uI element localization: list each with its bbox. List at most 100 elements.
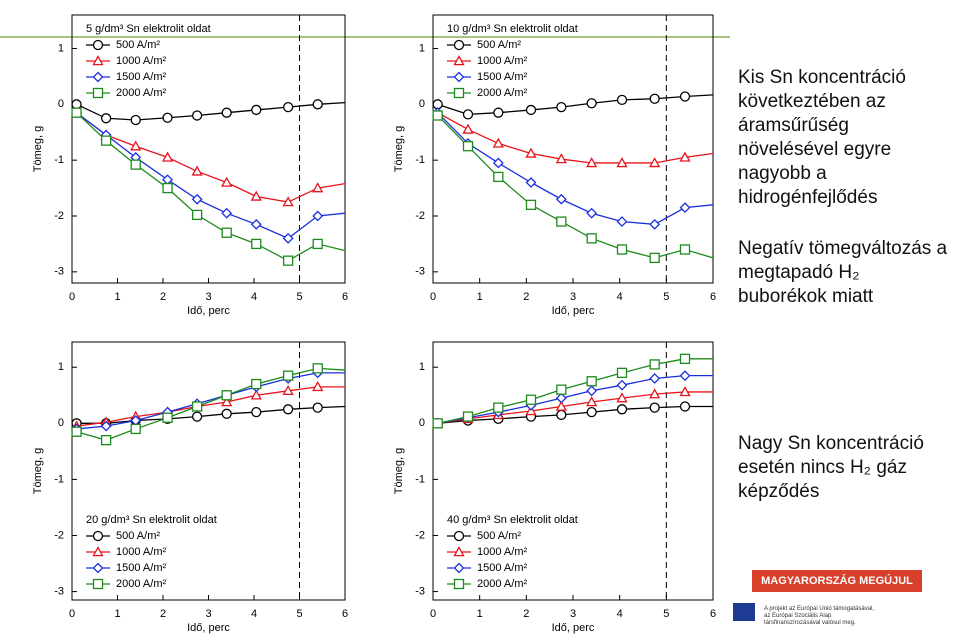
series-line	[76, 405, 346, 424]
x-tick-label: 0	[430, 608, 436, 620]
data-point	[162, 174, 173, 186]
footer-line: az Európai Szociális Alap	[764, 613, 832, 619]
side-text: Kis Sn koncentráció következtében az ára…	[738, 67, 906, 208]
data-point	[312, 99, 323, 110]
y-tick-label: 0	[58, 417, 64, 429]
data-point	[191, 411, 203, 422]
data-point	[616, 392, 628, 403]
data-point	[492, 137, 504, 148]
legend-marker	[453, 562, 465, 574]
data-point	[162, 412, 173, 423]
legend-label: 1500 A/m²	[477, 562, 527, 574]
data-point	[616, 404, 628, 415]
x-tick-label: 1	[114, 291, 120, 303]
y-tick-label: 0	[419, 98, 425, 110]
data-point	[525, 394, 537, 405]
y-tick-label: -3	[415, 266, 425, 278]
legend-label: 2000 A/m²	[477, 578, 527, 590]
series-line	[437, 115, 714, 259]
y-axis-label: Tömeg, g	[393, 126, 405, 172]
data-point	[586, 98, 597, 109]
y-tick-label: -2	[54, 210, 64, 222]
data-point	[556, 384, 567, 395]
data-point	[586, 157, 598, 168]
series-line	[76, 372, 345, 430]
data-point	[221, 107, 232, 118]
legend-label: 500 A/m²	[477, 530, 521, 542]
data-point	[162, 182, 173, 194]
series-line	[437, 375, 713, 424]
data-point	[679, 401, 691, 412]
data-point	[555, 153, 567, 164]
data-point	[649, 93, 660, 104]
series-line	[76, 102, 346, 121]
legend-label: 500 A/m²	[477, 39, 521, 51]
plot-frame	[71, 14, 346, 284]
data-point	[556, 101, 567, 113]
data-point	[462, 141, 474, 152]
data-point	[191, 165, 203, 176]
data-point	[555, 392, 567, 404]
legend-marker	[453, 87, 465, 99]
data-point	[616, 379, 628, 391]
data-point	[649, 373, 661, 384]
data-point	[586, 376, 597, 387]
data-point	[679, 91, 691, 102]
x-tick-label: 2	[523, 608, 529, 620]
legend-title: 20 g/dm³ Sn elektrolit oldat	[86, 514, 217, 526]
data-point	[525, 199, 537, 210]
series-line	[437, 391, 713, 424]
data-point	[525, 147, 537, 158]
y-tick-label: -2	[415, 529, 425, 541]
data-point	[649, 252, 660, 264]
data-point	[312, 381, 324, 392]
y-axis-label: Tömeg, g	[32, 448, 44, 494]
legend-marker	[453, 578, 465, 590]
legend-label: 2000 A/m²	[477, 87, 527, 99]
data-point	[191, 110, 203, 121]
eu-flag	[733, 603, 755, 621]
data-point	[616, 157, 628, 168]
y-tick-label: -2	[54, 529, 64, 541]
x-tick-label: 6	[710, 608, 716, 620]
y-tick-label: -3	[415, 585, 425, 597]
x-tick-label: 4	[617, 291, 623, 303]
x-tick-label: 5	[296, 608, 302, 620]
footer-line: A projekt az Európai Unió támogatásával,	[764, 606, 875, 612]
plot-frame	[71, 341, 346, 601]
data-point	[191, 193, 203, 205]
data-point	[100, 135, 112, 146]
data-point	[616, 367, 628, 378]
x-tick-label: 0	[69, 608, 75, 620]
y-tick-label: -3	[54, 585, 64, 597]
x-tick-label: 2	[160, 608, 166, 620]
data-point	[130, 114, 141, 126]
y-tick-label: -2	[415, 210, 425, 222]
data-point	[221, 176, 233, 187]
y-tick-label: -1	[54, 473, 64, 485]
data-point	[161, 151, 174, 162]
data-point	[679, 202, 691, 214]
data-point	[556, 409, 567, 421]
legend-label: 500 A/m²	[116, 39, 160, 51]
y-tick-label: 1	[419, 361, 425, 373]
data-point	[162, 112, 173, 123]
data-point	[312, 402, 323, 413]
x-tick-label: 4	[251, 608, 257, 620]
data-point	[221, 408, 232, 419]
series-line	[437, 405, 713, 424]
data-point	[492, 157, 504, 169]
y-tick-label: 1	[58, 42, 64, 54]
x-tick-label: 4	[251, 291, 257, 303]
legend-marker	[453, 39, 465, 51]
data-point	[312, 238, 323, 250]
data-point	[649, 218, 661, 230]
legend-label: 1000 A/m²	[116, 546, 166, 558]
series-line	[437, 358, 713, 424]
x-tick-label: 4	[617, 608, 623, 620]
legend-title: 5 g/dm³ Sn elektrolit oldat	[86, 23, 211, 35]
data-point	[250, 190, 262, 201]
legend-title: 40 g/dm³ Sn elektrolit oldat	[447, 514, 578, 526]
x-tick-label: 3	[205, 608, 211, 620]
data-point	[679, 386, 691, 397]
